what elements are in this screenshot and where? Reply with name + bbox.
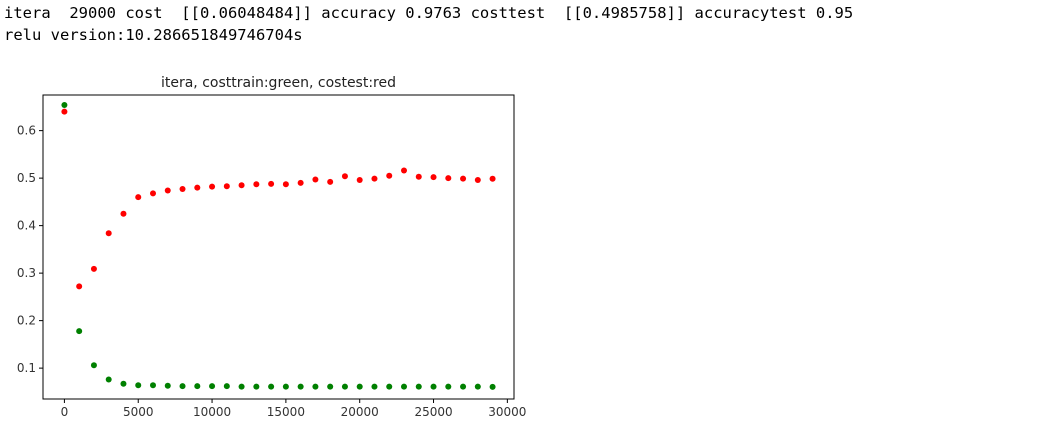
data-point-series-1 [238, 182, 245, 189]
data-point-series-0 [445, 383, 452, 390]
data-point-series-1 [209, 183, 216, 190]
data-point-series-1 [327, 178, 334, 185]
data-point-series-1 [76, 283, 83, 290]
data-point-series-0 [90, 362, 97, 369]
data-point-series-0 [164, 382, 171, 389]
data-point-series-0 [76, 328, 83, 335]
data-point-series-1 [445, 175, 452, 182]
data-point-series-0 [430, 383, 437, 390]
data-point-series-1 [312, 176, 319, 183]
y-tick-label: 0.6 [17, 124, 36, 138]
output-line-timing: relu version:10.286651849746704s [4, 26, 303, 44]
x-tick-label: 20000 [341, 405, 379, 419]
data-point-series-0 [341, 383, 348, 390]
y-tick-label: 0.5 [17, 171, 36, 185]
data-point-series-1 [460, 175, 467, 182]
data-point-series-0 [268, 383, 275, 390]
data-point-series-0 [460, 383, 467, 390]
y-tick-label: 0.2 [17, 314, 36, 328]
data-point-series-1 [430, 174, 437, 181]
data-point-series-1 [149, 190, 156, 197]
data-point-series-1 [164, 187, 171, 194]
cell-output: itera 29000 cost [[0.06048484]] accuracy… [4, 2, 853, 46]
data-point-series-0 [223, 383, 230, 390]
data-point-series-1 [61, 108, 68, 115]
data-point-series-1 [194, 184, 201, 191]
data-point-series-0 [415, 383, 422, 390]
data-point-series-0 [209, 383, 216, 390]
y-tick-label: 0.4 [17, 219, 36, 233]
data-point-series-0 [238, 383, 245, 390]
plot-frame [42, 94, 515, 400]
data-point-series-1 [386, 172, 393, 179]
data-point-series-0 [356, 383, 363, 390]
x-tick-label: 15000 [267, 405, 305, 419]
x-tick-label: 30000 [488, 405, 526, 419]
data-point-series-0 [312, 383, 319, 390]
data-point-series-1 [371, 175, 378, 182]
x-tick-label: 25000 [414, 405, 452, 419]
data-point-series-1 [297, 179, 304, 186]
data-point-series-1 [120, 210, 127, 217]
data-point-series-0 [253, 383, 260, 390]
data-point-series-0 [61, 101, 68, 108]
data-point-series-1 [135, 194, 142, 201]
data-point-series-1 [489, 175, 496, 182]
data-point-series-1 [401, 167, 408, 174]
data-point-series-1 [223, 183, 230, 190]
data-point-series-1 [105, 230, 112, 237]
x-tick-label: 5000 [123, 405, 154, 419]
data-point-series-0 [401, 383, 408, 390]
data-point-series-1 [90, 265, 97, 272]
data-point-series-1 [415, 173, 422, 180]
y-tick-label: 0.3 [17, 266, 36, 280]
data-point-series-0 [179, 383, 186, 390]
data-point-series-1 [253, 181, 260, 188]
data-point-series-1 [356, 177, 363, 184]
data-point-series-0 [120, 380, 127, 387]
data-point-series-0 [386, 383, 393, 390]
data-point-series-0 [282, 383, 289, 390]
data-point-series-0 [105, 376, 112, 383]
data-point-series-1 [268, 180, 275, 187]
data-point-series-0 [135, 382, 142, 389]
data-point-series-1 [341, 173, 348, 180]
data-point-series-0 [149, 382, 156, 389]
data-point-series-0 [489, 383, 496, 390]
data-point-series-1 [282, 181, 289, 188]
chart-title: itera, costtrain:green, costest:red [161, 75, 396, 91]
output-line-iteration: itera 29000 cost [[0.06048484]] accuracy… [4, 4, 854, 22]
x-tick-label: 10000 [193, 405, 231, 419]
x-tick-label: 0 [61, 405, 69, 419]
data-point-series-0 [194, 383, 201, 390]
data-point-series-0 [474, 383, 481, 390]
y-tick-label: 0.1 [17, 361, 36, 375]
data-point-series-1 [179, 186, 186, 193]
data-point-series-0 [297, 383, 304, 390]
data-point-series-1 [474, 177, 481, 184]
data-point-series-0 [327, 383, 334, 390]
data-point-series-0 [371, 383, 378, 390]
